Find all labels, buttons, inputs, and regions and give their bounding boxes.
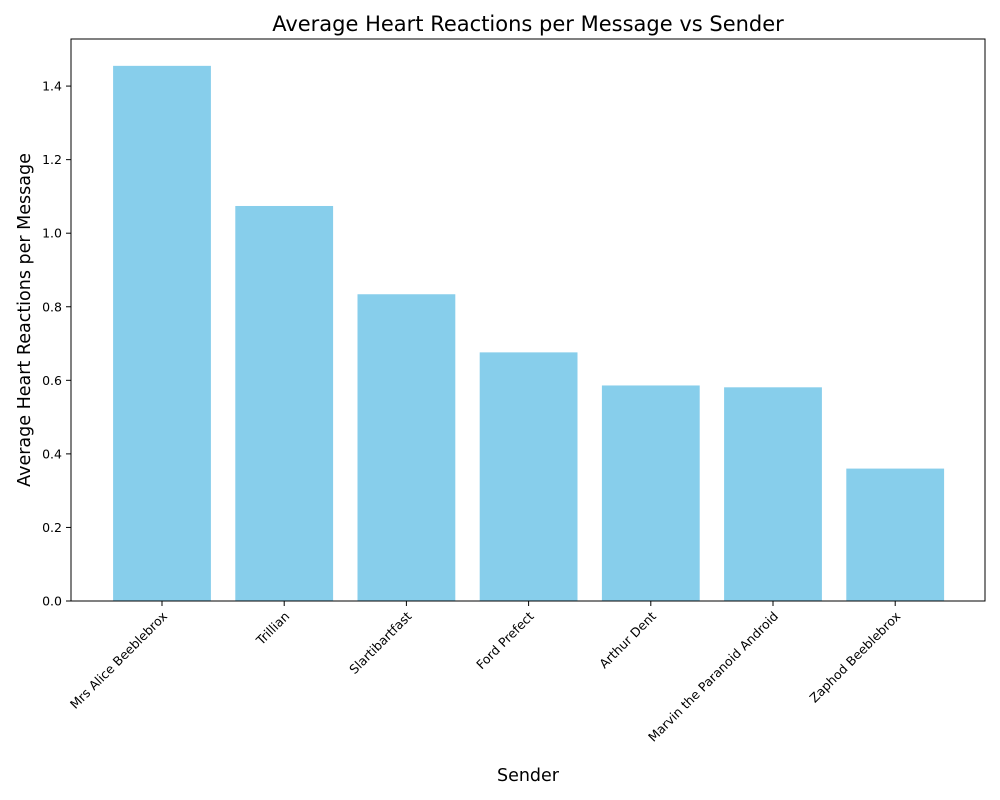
bar-trillian <box>235 205 334 601</box>
bar-mrs-alice-beeblebrox <box>113 65 211 601</box>
x-axis-ticks: Mrs Alice Beeblebrox Trillian Slartibartfa… <box>67 601 903 745</box>
x-tick-label: Slartibartfast <box>346 608 414 676</box>
x-tick-label: Arthur Dent <box>596 608 659 671</box>
plot-frame <box>70 38 986 602</box>
bar-marvin-the-paranoid-android <box>724 387 822 601</box>
chart-title: Average Heart Reactions per Message vs S… <box>272 12 784 36</box>
y-tick-label: 1.4 <box>42 79 62 94</box>
bar-ford-prefect <box>479 352 578 601</box>
x-tick-label: Ford Prefect <box>473 608 537 672</box>
bars-group <box>113 65 945 601</box>
x-tick-label: Trillian <box>252 609 292 649</box>
y-tick-label: 1.0 <box>42 226 62 241</box>
y-tick-label: 0.8 <box>42 299 62 314</box>
y-tick-label: 0.0 <box>42 594 62 609</box>
x-tick-label: Mrs Alice Beeblebrox <box>67 609 170 712</box>
y-tick-label: 0.6 <box>42 373 62 388</box>
bar-zaphod-beeblebrox <box>846 468 945 601</box>
y-axis-label: Average Heart Reactions per Message <box>15 153 35 487</box>
x-tick-label: Marvin the Paranoid Android <box>645 609 781 745</box>
y-tick-label: 1.2 <box>42 152 62 167</box>
x-tick-label: Zaphod Beeblebrox <box>806 609 903 706</box>
bar-arthur-dent <box>601 385 700 601</box>
bar-slartibartfast <box>357 294 456 601</box>
x-axis-label: Sender <box>497 766 560 786</box>
y-tick-label: 0.4 <box>42 446 62 461</box>
y-axis-ticks: 0.0 0.2 0.4 0.6 0.8 1.0 1.2 1.4 <box>42 79 71 609</box>
y-tick-label: 0.2 <box>42 520 62 535</box>
